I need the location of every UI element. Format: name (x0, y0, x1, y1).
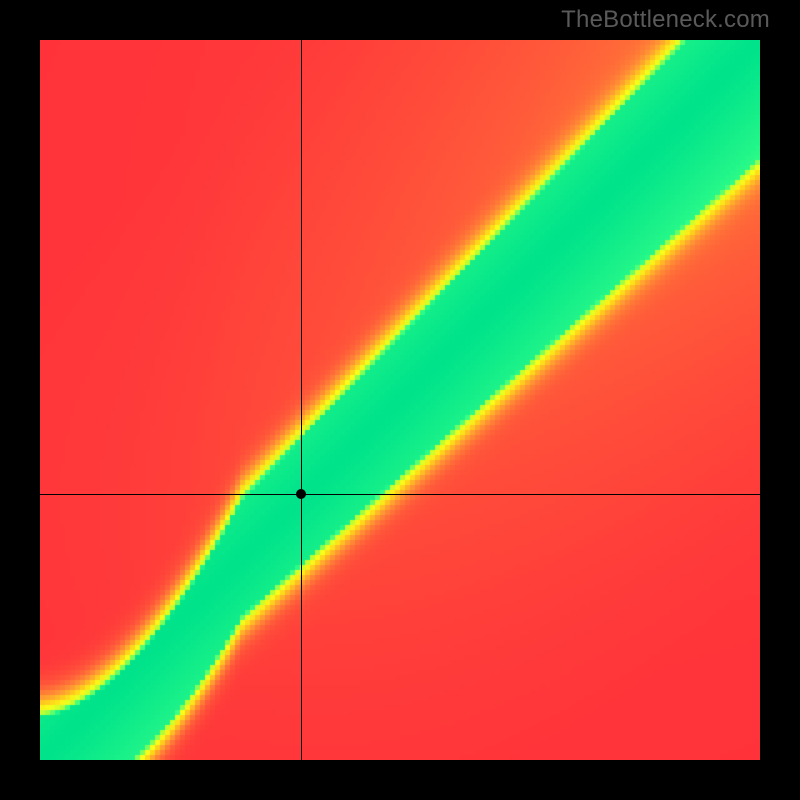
crosshair-vertical (301, 40, 302, 760)
data-point-marker (296, 489, 306, 499)
chart-frame: TheBottleneck.com (0, 0, 800, 800)
heatmap-canvas (40, 40, 760, 760)
crosshair-horizontal (40, 494, 760, 495)
plot-area (40, 40, 760, 760)
watermark-text: TheBottleneck.com (561, 6, 770, 34)
